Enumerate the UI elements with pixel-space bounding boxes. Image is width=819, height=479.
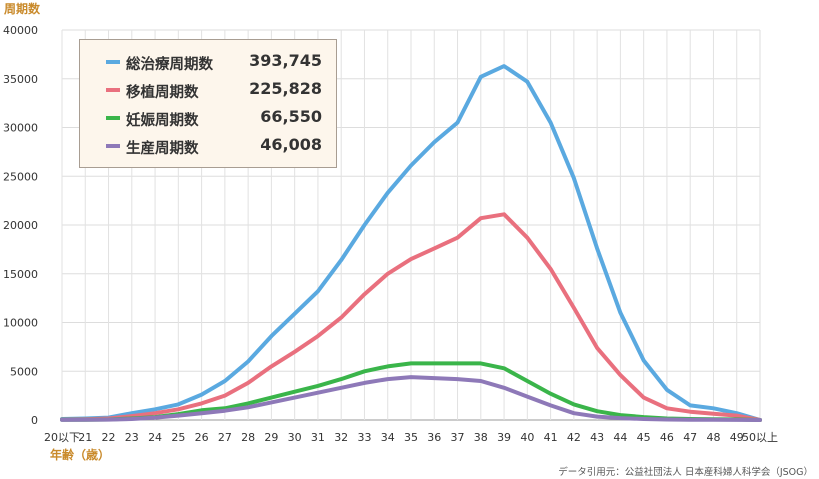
y-tick-label: 10000 <box>3 317 38 330</box>
x-tick-label: 38 <box>474 431 488 444</box>
x-tick-label: 25 <box>171 431 185 444</box>
y-tick-label: 20000 <box>3 219 38 232</box>
x-tick-label: 43 <box>590 431 604 444</box>
legend-item-transfer: 移植周期数 225,828 <box>100 78 322 102</box>
x-tick-label: 22 <box>102 431 116 444</box>
legend-name-total: 総治療周期数 <box>126 57 213 73</box>
y-tick-label: 40000 <box>3 24 38 37</box>
x-tick-label: 23 <box>125 431 139 444</box>
y-tick-label: 30000 <box>3 122 38 135</box>
x-tick-label: 48 <box>706 431 720 444</box>
y-tick-label: 0 <box>31 414 38 427</box>
y-tick-label: 25000 <box>3 170 38 183</box>
legend-value-pregnancy: 66,550 <box>260 107 322 126</box>
y-tick-label: 35000 <box>3 73 38 86</box>
x-tick-label: 45 <box>637 431 651 444</box>
legend-item-total: 総治療周期数 393,745 <box>100 50 322 74</box>
x-tick-label: 42 <box>567 431 581 444</box>
x-tick-label: 29 <box>264 431 278 444</box>
legend-swatch-total <box>106 60 120 64</box>
legend-value-total: 393,745 <box>249 51 322 70</box>
x-tick-label: 39 <box>497 431 511 444</box>
x-tick-label: 40 <box>520 431 534 444</box>
source-note: データ引用元：公益社団法人 日本産科婦人科学会（JSOG） <box>558 467 813 478</box>
series-line-0 <box>60 64 762 422</box>
legend-swatch-pregnancy <box>106 116 120 120</box>
legend-value-livebirth: 46,008 <box>260 135 322 154</box>
x-tick-label: 44 <box>613 431 627 444</box>
x-tick-label: 46 <box>660 431 674 444</box>
legend: 総治療周期数 393,745 移植周期数 225,828 妊娠周期数 66,55… <box>79 39 337 168</box>
series-line-1 <box>60 212 762 422</box>
legend-name-transfer: 移植周期数 <box>126 85 199 101</box>
x-tick-label: 31 <box>311 431 325 444</box>
series-lines <box>60 64 762 422</box>
y-axis-label: 周期数 <box>4 2 41 16</box>
x-tick-label: 41 <box>544 431 558 444</box>
legend-item-livebirth: 生産周期数 46,008 <box>100 134 322 158</box>
y-tick-label: 15000 <box>3 268 38 281</box>
x-tick-label: 20以下 <box>44 431 80 444</box>
x-tick-label: 50以上 <box>742 431 778 444</box>
x-axis-label: 年齢（歳） <box>50 448 111 462</box>
x-tick-label: 33 <box>357 431 371 444</box>
x-tick-label: 35 <box>404 431 418 444</box>
x-tick-label: 36 <box>427 431 441 444</box>
series-line-3 <box>60 375 762 422</box>
x-tick-label: 26 <box>195 431 209 444</box>
x-tick-label: 47 <box>683 431 697 444</box>
legend-name-livebirth: 生産周期数 <box>126 141 199 157</box>
legend-item-pregnancy: 妊娠周期数 66,550 <box>100 106 322 130</box>
x-tick-label: 28 <box>241 431 255 444</box>
x-tick-label: 49 <box>730 431 744 444</box>
x-tick-label: 30 <box>288 431 302 444</box>
x-tick-label: 27 <box>218 431 232 444</box>
legend-swatch-livebirth <box>106 144 120 148</box>
x-tick-label: 37 <box>451 431 465 444</box>
x-tick-label: 21 <box>78 431 92 444</box>
x-tick-label: 32 <box>334 431 348 444</box>
x-tick-label: 24 <box>148 431 162 444</box>
x-tick-label: 34 <box>381 431 395 444</box>
legend-name-pregnancy: 妊娠周期数 <box>126 113 199 129</box>
legend-value-transfer: 225,828 <box>249 79 322 98</box>
y-axis-ticks: 0 5000 10000 15000 20000 25000 30000 35000 40000 <box>3 24 38 427</box>
y-tick-label: 5000 <box>10 365 38 378</box>
legend-swatch-transfer <box>106 88 120 92</box>
